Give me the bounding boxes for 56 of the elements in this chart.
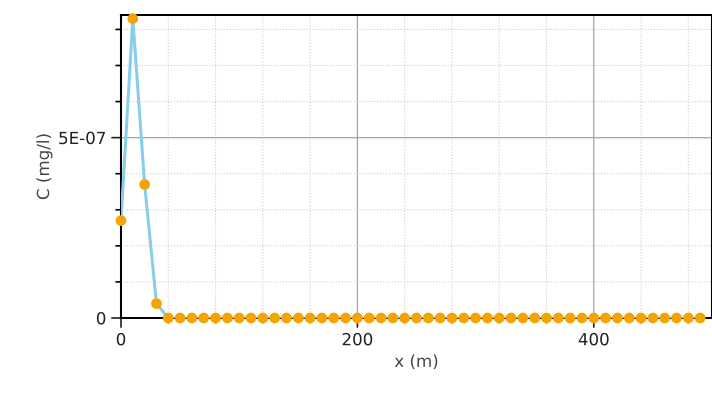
point (328, 312, 340, 324)
point (281, 312, 292, 324)
point (518, 312, 528, 324)
point (482, 312, 493, 324)
point (411, 312, 422, 324)
point (659, 312, 670, 324)
point (541, 312, 552, 324)
point (269, 312, 280, 324)
point (588, 312, 600, 324)
point (552, 312, 564, 324)
point (257, 312, 268, 324)
point (186, 312, 198, 324)
point (694, 312, 706, 324)
point (446, 312, 458, 324)
point (127, 13, 138, 24)
point (376, 312, 386, 324)
point (246, 312, 256, 324)
point (458, 312, 470, 324)
y-tick-label: 5E-07 (59, 132, 105, 144)
point (636, 312, 646, 324)
point (352, 312, 363, 324)
point (340, 312, 351, 324)
x-tick-label: 200 (342, 332, 372, 346)
point (222, 312, 233, 324)
point (434, 312, 446, 324)
point (399, 312, 410, 324)
point (151, 298, 162, 309)
point (600, 312, 611, 324)
point (174, 312, 186, 324)
point (470, 312, 481, 324)
point (671, 312, 682, 324)
point (198, 312, 210, 324)
point (210, 312, 221, 324)
x-axis-title: x (m) (394, 354, 438, 370)
point (316, 312, 328, 324)
point (388, 312, 398, 324)
point (612, 312, 623, 324)
point (506, 312, 516, 324)
point (162, 312, 174, 324)
point (683, 312, 694, 324)
point (494, 312, 505, 324)
point (304, 312, 316, 324)
point (576, 312, 588, 324)
x-tick-label: 0 (116, 332, 126, 346)
point (234, 312, 245, 324)
point (648, 312, 658, 324)
y-axis-title: C (mg/l) (36, 134, 53, 200)
point (116, 215, 126, 226)
point (364, 312, 375, 324)
point (564, 312, 576, 324)
point (624, 312, 635, 324)
point (422, 312, 434, 324)
point (529, 312, 540, 324)
point (139, 179, 150, 190)
x-tick-label: 400 (578, 332, 609, 346)
point (292, 312, 304, 324)
